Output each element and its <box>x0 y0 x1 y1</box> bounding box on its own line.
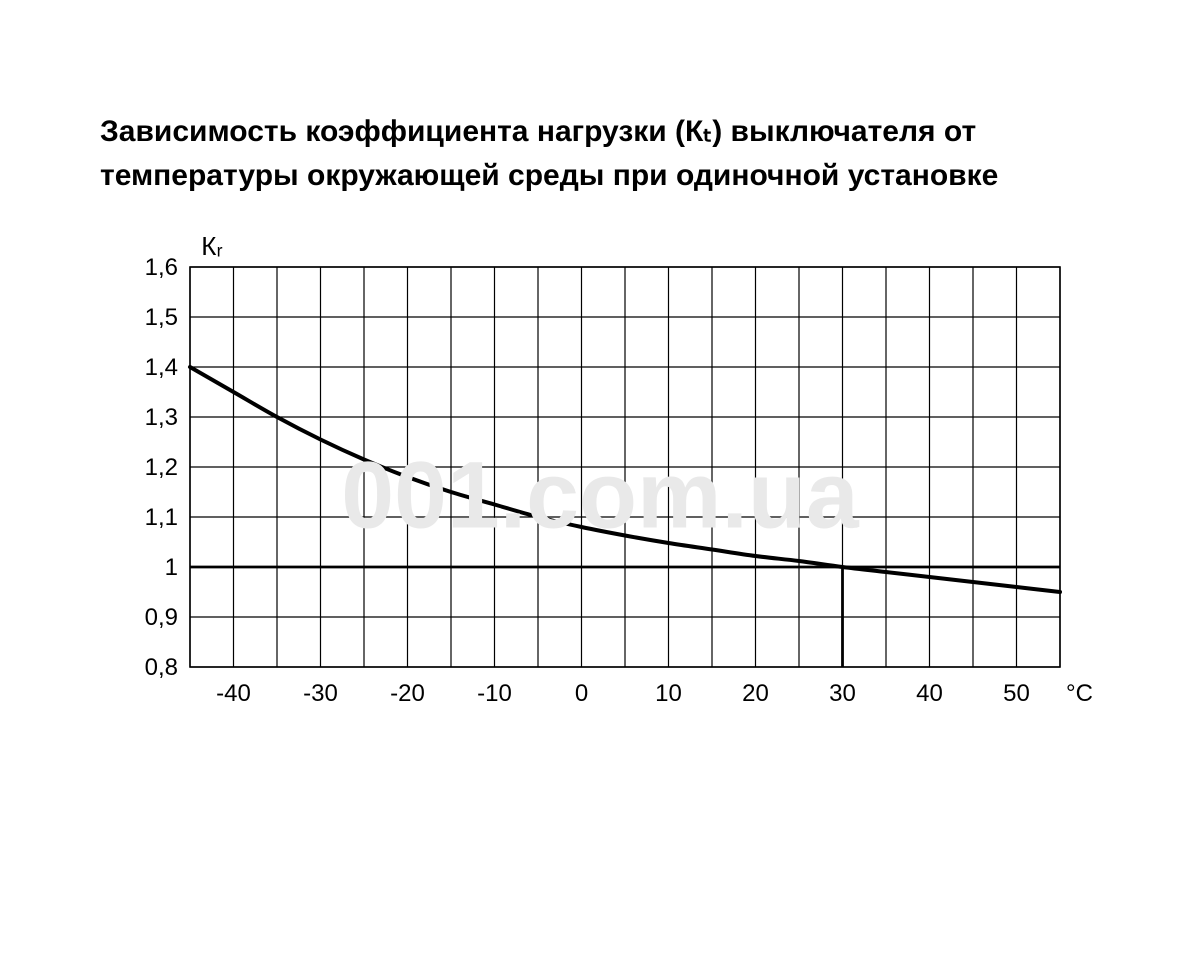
x-tick-label: -20 <box>390 680 425 707</box>
chart-area: 001.com.ua 0,80,911,11,21,31,41,51,6Кᵣ-4… <box>100 227 1100 787</box>
y-tick-label: 1,1 <box>145 504 178 531</box>
x-tick-label: 0 <box>575 680 588 707</box>
x-tick-label: 50 <box>1003 680 1030 707</box>
x-tick-label: -30 <box>303 680 338 707</box>
grid <box>190 267 1060 667</box>
y-tick-label: 1,6 <box>145 254 178 281</box>
x-tick-label: 10 <box>655 680 682 707</box>
x-axis-label: °C <box>1066 680 1093 707</box>
y-tick-label: 0,9 <box>145 604 178 631</box>
chart-title-line1: Зависимость коэффициента нагрузки (Кₜ) в… <box>100 115 976 148</box>
x-tick-label: 40 <box>916 680 943 707</box>
y-tick-label: 1,4 <box>145 354 178 381</box>
x-tick-label: 30 <box>829 680 856 707</box>
y-tick-label: 1 <box>165 554 178 581</box>
y-tick-label: 0,8 <box>145 654 178 681</box>
x-tick-label: -10 <box>477 680 512 707</box>
y-tick-label: 1,5 <box>145 304 178 331</box>
x-tick-label: -40 <box>216 680 251 707</box>
y-tick-label: 1,2 <box>145 454 178 481</box>
page: Зависимость коэффициента нагрузки (Кₜ) в… <box>0 0 1200 960</box>
y-tick-label: 1,3 <box>145 404 178 431</box>
chart-title-line2: температуры окружающей среды при одиночн… <box>100 159 998 192</box>
chart-title: Зависимость коэффициента нагрузки (Кₜ) в… <box>100 110 1100 197</box>
line-chart-svg: 0,8 0,9 1 1,1 1,2 1,3 1,4 1,5 1,6 Кᵣ -40 -30 -20 -10 0… <box>100 227 1100 787</box>
y-axis-label: Кᵣ <box>201 231 222 261</box>
x-tick-label: 20 <box>742 680 769 707</box>
